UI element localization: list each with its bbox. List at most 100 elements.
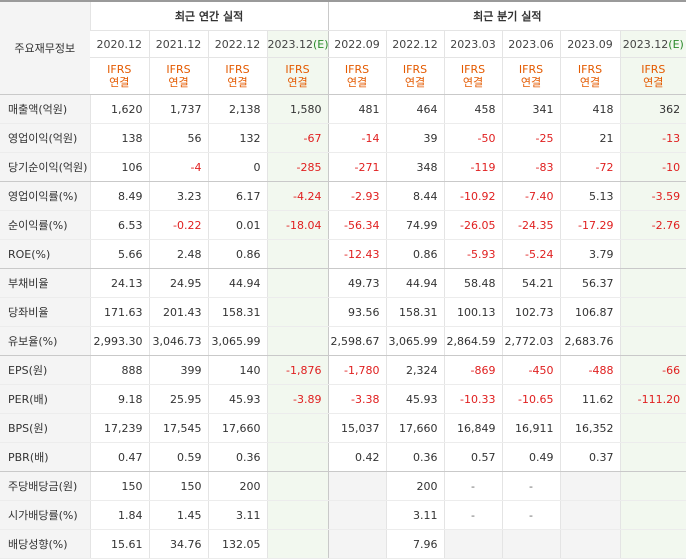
table-cell: - [501,500,561,530]
estimate-flag: (E) [668,37,684,51]
period-label: 2023.12 [622,37,669,51]
table-row: ROE(%) 5.66 2.48 0.86 -12.43 0.86 -5.93 -5.24 3.… [0,239,687,269]
table-cell: 3.11 [385,500,445,530]
table-cell: 24.13 [89,268,149,298]
table-cell: 17,660 [385,413,445,443]
table-cell: -67 [266,123,329,153]
table-cell: 0.01 [207,210,267,240]
table-cell: 0.86 [385,239,445,269]
ifrs-consolidated-label: IFRS 연결 [90,57,149,95]
annual-results-header: 최근 연간 실적 [89,0,329,31]
table-cell [327,500,387,530]
table-cell: 2,324 [385,355,445,385]
row-label: PER(배) [0,384,90,414]
ifrs-consolidated-label: IFRS 연결 [327,57,387,95]
table-cell: -271 [327,152,387,182]
period-label: 2023.12 [267,37,313,51]
table-cell: 7.96 [385,529,445,559]
table-cell: 362 [619,94,687,124]
row-label: EPS(원) [0,355,90,385]
period-label: 2023.06 [508,37,554,51]
ifrs-text: IFRS [166,63,191,76]
consolidated-text: 연결 [227,76,248,89]
table-cell [266,297,329,327]
table-header: 주요재무정보 최근 연간 실적 최근 분기 실적 2020.12 2021.12 2… [0,0,687,95]
table-cell: 464 [385,94,445,124]
period-label: 2022.12 [214,37,261,51]
ifrs-consolidated-label: IFRS 연결 [385,57,445,95]
consolidated-text: 연결 [520,76,542,89]
period-header: 2022.12 [207,30,267,58]
row-label: 배당성향(%) [0,529,90,559]
table-cell: 171.63 [89,297,149,327]
table-cell: -14 [327,123,387,153]
table-cell: 138 [89,123,149,153]
consolidated-text: 연결 [643,76,664,89]
ifrs-text: IFRS [344,63,370,76]
table-cell: 3.11 [207,500,267,530]
table-row: 시가배당률(%) 1.84 1.45 3.11 3.11- - [0,500,687,530]
consolidated-text: 연결 [462,76,484,89]
table-cell [559,471,621,501]
table-cell [501,529,561,559]
table-cell: 0.36 [385,442,445,472]
table-cell: 200 [385,471,445,501]
period-header: 2022.12 [385,30,445,58]
row-label: PBR(배) [0,442,90,472]
row-label: 유보율(%) [0,326,90,356]
table-row: 배당성향(%) 15.61 34.76 132.05 7.96 [0,529,687,559]
table-cell: 106.87 [559,297,621,327]
table-cell: 3.23 [148,181,208,211]
table-cell: -2.93 [327,181,387,211]
table-cell: 44.94 [385,268,445,298]
quarterly-results-header: 최근 분기 실적 [327,0,687,31]
table-cell: -869 [443,355,503,385]
table-cell: 150 [148,471,208,501]
period-header: 2023.03 [443,30,503,58]
table-row: 영업이익(억원) 138 56 132 -67 -14 39 -50 -25 21 -13 [0,123,687,153]
table-cell: - [443,471,503,501]
table-cell: 2,138 [207,94,267,124]
table-cell [266,529,329,559]
table-cell: 2,683.76 [559,326,621,356]
table-cell: 16,849 [443,413,503,443]
table-cell: -0.22 [148,210,208,240]
period-header: 2023.12(E) [266,30,329,58]
table-cell: 0.42 [327,442,387,472]
consolidated-text: 연결 [579,76,601,89]
table-cell: -10.65 [501,384,561,414]
table-cell: 9.18 [89,384,149,414]
table-cell: 1,620 [89,94,149,124]
table-cell: -50 [443,123,503,153]
table-cell: 3,065.99 [385,326,445,356]
table-row: 주당배당금(원) 150 150 200 200- - [0,471,687,501]
row-label: 순이익률(%) [0,210,90,240]
period-header: 2023.09 [559,30,621,58]
table-cell: 58.48 [443,268,503,298]
table-cell: 74.99 [385,210,445,240]
period-header: 2023.12(E) [619,30,687,58]
table-cell: -12.43 [327,239,387,269]
table-cell: -4.24 [266,181,329,211]
table-cell: -13 [619,123,687,153]
table-cell: 49.73 [327,268,387,298]
table-cell [266,239,329,269]
table-cell: -10 [619,152,687,182]
table-row: 영업이익률(%) 8.49 3.23 6.17 -4.24 -2.93 8.44 -10.92… [0,181,687,211]
table-cell [327,471,387,501]
table-cell: 399 [148,355,208,385]
ifrs-text: IFRS [518,63,544,76]
table-cell: 0.47 [89,442,149,472]
table-body: 매출액(억원) 1,620 1,737 2,138 1,580 481 464 458 341 4… [0,94,687,559]
table-row: 당기순이익(억원) 106 -4 0 -285 -271 348 -119 -83 -72 -10 [0,152,687,182]
ifrs-consolidated-label: IFRS 연결 [148,57,208,95]
period-header-row: 2020.12 2021.12 2022.12 2023.12(E) 2022.09 20… [0,30,687,58]
period-label: 2023.09 [567,37,613,51]
table-cell [619,442,687,472]
table-cell: -3.89 [266,384,329,414]
table-cell: 56 [148,123,208,153]
table-cell [619,268,687,298]
header-group-row: 주요재무정보 최근 연간 실적 최근 분기 실적 [0,0,687,95]
table-cell: 0.57 [443,442,503,472]
table-cell: 21 [559,123,621,153]
